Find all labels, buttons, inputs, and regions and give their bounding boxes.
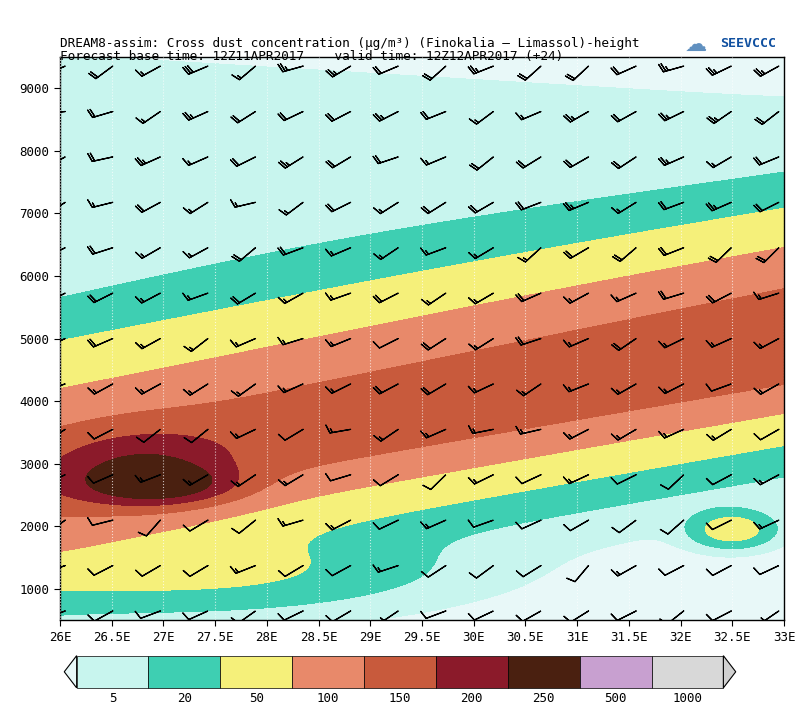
Bar bbox=[149, 656, 220, 688]
Text: 50: 50 bbox=[249, 691, 264, 705]
Bar bbox=[508, 656, 580, 688]
Text: SEEVCCC: SEEVCCC bbox=[720, 37, 776, 50]
Bar bbox=[651, 656, 723, 688]
Bar bbox=[580, 656, 651, 688]
Text: 500: 500 bbox=[604, 691, 627, 705]
Bar bbox=[220, 656, 292, 688]
Bar bbox=[292, 656, 364, 688]
Polygon shape bbox=[723, 656, 736, 688]
Text: 100: 100 bbox=[317, 691, 339, 705]
Bar bbox=[364, 656, 436, 688]
Bar bbox=[436, 656, 508, 688]
Text: 250: 250 bbox=[533, 691, 555, 705]
Text: 5: 5 bbox=[109, 691, 116, 705]
Text: 20: 20 bbox=[177, 691, 192, 705]
Text: 1000: 1000 bbox=[673, 691, 702, 705]
Polygon shape bbox=[64, 656, 77, 688]
Text: 200: 200 bbox=[461, 691, 483, 705]
Text: DREAM8-assim: Cross dust concentration (μg/m³) (Finokalia – Limassol)-height: DREAM8-assim: Cross dust concentration (… bbox=[60, 37, 639, 50]
Text: Forecast base time: 12Z11APR2017    valid time: 12Z12APR2017 (+24): Forecast base time: 12Z11APR2017 valid t… bbox=[60, 50, 563, 62]
Text: 150: 150 bbox=[389, 691, 411, 705]
Text: ☁: ☁ bbox=[685, 35, 707, 55]
Bar bbox=[77, 656, 149, 688]
